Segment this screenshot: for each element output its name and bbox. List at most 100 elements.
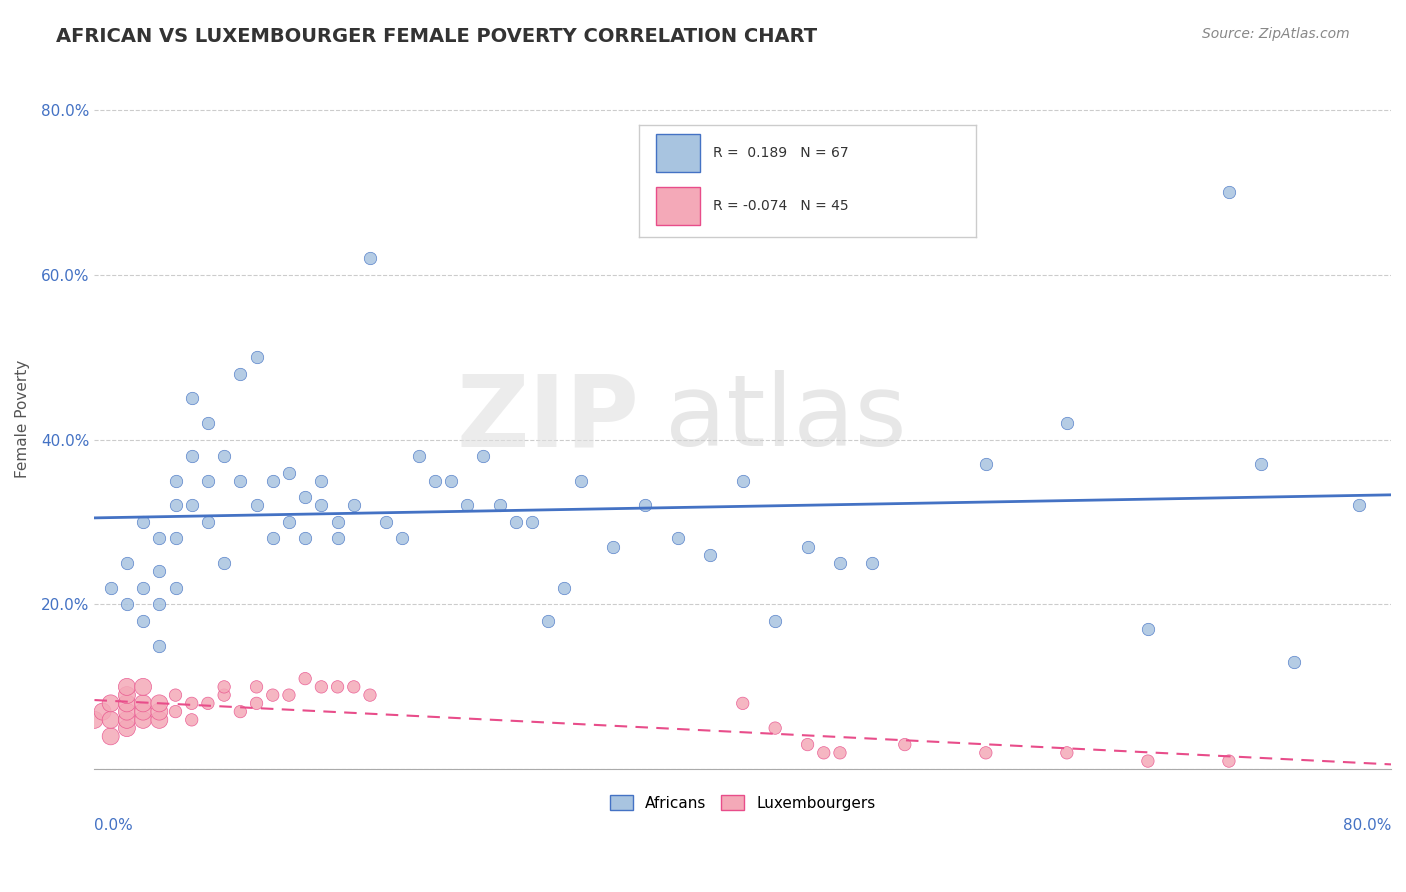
Point <box>520 515 543 529</box>
Point <box>100 697 122 711</box>
Point <box>165 581 187 595</box>
Point <box>229 474 252 488</box>
Point <box>1218 185 1240 199</box>
Point <box>699 548 721 562</box>
Point <box>148 532 170 546</box>
Point <box>83 713 105 727</box>
Point <box>245 350 267 364</box>
Point <box>132 680 155 694</box>
Point <box>828 746 851 760</box>
Point <box>813 746 835 760</box>
Point <box>180 713 202 727</box>
Point <box>1347 499 1369 513</box>
Point <box>359 251 381 265</box>
Text: ZIP: ZIP <box>456 370 638 467</box>
Point <box>115 705 138 719</box>
Point <box>311 474 333 488</box>
Point <box>229 367 252 381</box>
Point <box>278 688 301 702</box>
Point <box>148 598 170 612</box>
Point <box>569 474 592 488</box>
Point <box>359 688 381 702</box>
Text: AFRICAN VS LUXEMBOURGER FEMALE POVERTY CORRELATION CHART: AFRICAN VS LUXEMBOURGER FEMALE POVERTY C… <box>56 27 817 45</box>
Point <box>456 499 478 513</box>
Point <box>602 540 624 554</box>
Point <box>132 697 155 711</box>
Point <box>115 721 138 735</box>
Point <box>115 598 138 612</box>
Point <box>553 581 575 595</box>
Point <box>197 697 219 711</box>
Point <box>537 614 560 628</box>
Point <box>212 449 235 463</box>
Point <box>472 449 495 463</box>
Point <box>245 499 267 513</box>
Point <box>894 738 917 752</box>
Text: 0.0%: 0.0% <box>94 818 134 833</box>
Point <box>828 556 851 570</box>
Point <box>132 515 155 529</box>
Point <box>91 705 114 719</box>
Point <box>115 697 138 711</box>
Point <box>165 499 187 513</box>
Point <box>197 474 219 488</box>
Y-axis label: Female Poverty: Female Poverty <box>15 359 30 478</box>
Point <box>294 532 316 546</box>
Point <box>180 449 202 463</box>
Point <box>796 738 818 752</box>
Point <box>326 532 349 546</box>
Point <box>115 688 138 702</box>
Point <box>262 688 284 702</box>
Point <box>100 713 122 727</box>
Point <box>408 449 430 463</box>
Point <box>974 457 997 471</box>
Point <box>1136 754 1159 768</box>
Text: 80.0%: 80.0% <box>1343 818 1391 833</box>
Point <box>1218 754 1240 768</box>
Point <box>1056 746 1078 760</box>
Point <box>1250 457 1272 471</box>
Point <box>165 474 187 488</box>
Point <box>148 697 170 711</box>
Point <box>488 499 510 513</box>
Point <box>148 639 170 653</box>
Point <box>115 680 138 694</box>
Point <box>278 466 301 480</box>
Point <box>132 614 155 628</box>
Text: Source: ZipAtlas.com: Source: ZipAtlas.com <box>1202 27 1350 41</box>
Point <box>343 499 366 513</box>
Point <box>180 697 202 711</box>
Text: atlas: atlas <box>665 370 907 467</box>
Point <box>375 515 398 529</box>
Point <box>245 697 267 711</box>
Point <box>100 581 122 595</box>
Point <box>229 705 252 719</box>
Point <box>180 499 202 513</box>
Point <box>132 713 155 727</box>
Point <box>180 392 202 406</box>
Point <box>148 565 170 579</box>
Point <box>132 705 155 719</box>
Point <box>1056 416 1078 430</box>
Point <box>212 680 235 694</box>
Point <box>860 556 883 570</box>
Point <box>262 532 284 546</box>
Point <box>634 499 657 513</box>
Point <box>245 680 267 694</box>
Point <box>731 697 754 711</box>
Point <box>294 490 316 504</box>
Point <box>974 746 997 760</box>
Point <box>165 688 187 702</box>
Point <box>165 532 187 546</box>
Legend: Africans, Luxembourgers: Africans, Luxembourgers <box>610 795 876 811</box>
Point <box>294 672 316 686</box>
Point <box>311 680 333 694</box>
Point <box>326 680 349 694</box>
Point <box>278 515 301 529</box>
Point <box>763 721 786 735</box>
Point <box>1282 655 1305 669</box>
Point <box>197 416 219 430</box>
Point <box>326 515 349 529</box>
Point <box>666 532 689 546</box>
Point <box>1136 622 1159 636</box>
